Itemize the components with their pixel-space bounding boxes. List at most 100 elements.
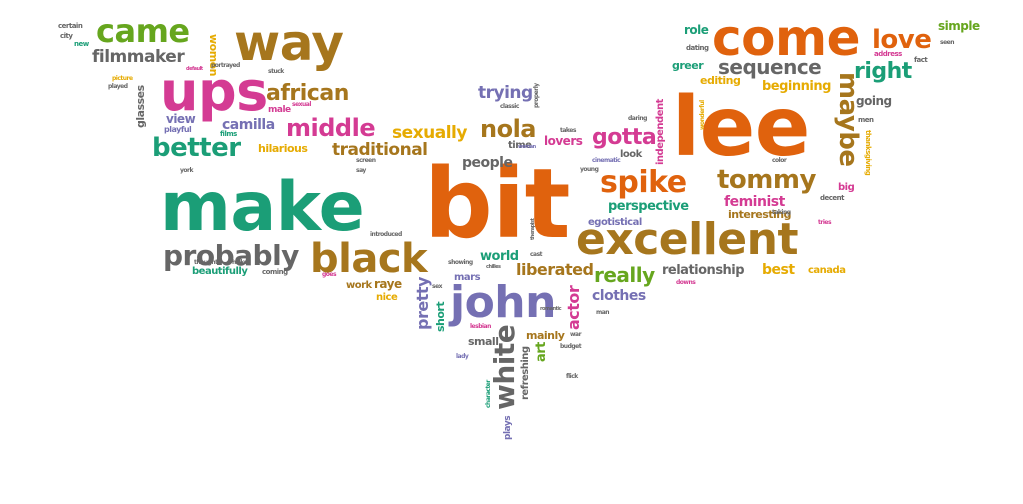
word-egotistical: egotistical — [588, 217, 642, 228]
word-going: going — [856, 94, 892, 108]
word-traditional: traditional — [332, 140, 428, 160]
word-refreshing: refreshing — [520, 346, 531, 400]
word-beginning: beginning — [762, 79, 831, 94]
word-way: way — [234, 14, 344, 72]
word-hilarious: hilarious — [258, 142, 308, 155]
word-introduced: introduced — [370, 231, 402, 238]
word-editing: editing — [700, 74, 740, 87]
word-man: man — [596, 309, 609, 316]
word-goes: goes — [322, 271, 337, 278]
word-flick: flick — [566, 373, 579, 380]
word-stuck: stuck — [268, 68, 285, 75]
word-tommy: tommy — [717, 165, 816, 195]
word-dating: dating — [686, 44, 709, 52]
word-work: work — [346, 280, 373, 291]
word-pretty: pretty — [413, 276, 432, 330]
word-sequence: sequence — [718, 55, 821, 79]
word-woman: woman — [518, 144, 537, 150]
word-came: came — [96, 12, 190, 50]
word-romantic: romantic — [540, 306, 562, 312]
word-portrayed: portrayed — [211, 62, 240, 69]
word-view: view — [166, 112, 196, 126]
word-taking: taking — [772, 209, 791, 216]
word-coming: coming — [262, 268, 288, 276]
word-really: really — [594, 263, 655, 287]
word-male: male — [268, 105, 291, 115]
word-canada: canada — [808, 265, 845, 276]
word-big: big — [838, 182, 855, 193]
word-sexual: sexual — [292, 101, 311, 108]
word-short: short — [434, 302, 447, 332]
word-liberated: liberated — [516, 260, 593, 279]
word-sex: sex — [432, 283, 443, 290]
word-thought: thought — [194, 259, 218, 266]
word-playful: playful — [164, 125, 192, 134]
word-screen: screen — [356, 157, 376, 164]
word-clothes: clothes — [592, 288, 646, 304]
word-tries: tries — [818, 219, 832, 226]
word-hicks: hicks — [232, 259, 248, 266]
word-default: default — [186, 66, 204, 72]
word-men: men — [858, 116, 874, 124]
word-white: white — [488, 325, 521, 410]
word-fact: fact — [914, 56, 928, 64]
word-chilles: chilles — [486, 264, 501, 270]
word-war: war — [570, 331, 582, 338]
word-come: come — [712, 9, 860, 67]
word-showing: showing — [448, 259, 473, 266]
word-seen: seen — [940, 39, 954, 46]
word-make: make — [160, 168, 364, 247]
word-gotta: gotta — [592, 125, 656, 150]
word-properly: properly — [533, 83, 540, 108]
word-independent: independent — [655, 98, 666, 165]
word-small: small — [468, 335, 498, 348]
word-young: young — [580, 166, 599, 173]
word-films: films — [220, 130, 237, 138]
word-lee: lee — [672, 80, 810, 175]
word-thanksgiving: thanksgiving — [864, 130, 872, 176]
word-look: look — [620, 149, 643, 160]
word-raye: raye — [374, 277, 402, 291]
word-middle: middle — [286, 114, 375, 142]
word-nice: nice — [376, 292, 398, 303]
word-character: character — [485, 380, 492, 408]
word-actor: actor — [564, 285, 583, 330]
word-best: best — [762, 262, 795, 278]
word-budget: budget — [560, 343, 582, 350]
word-john: john — [448, 277, 556, 328]
word-excellent: excellent — [576, 214, 798, 265]
word-cast: cast — [530, 251, 543, 258]
word-york: york — [180, 167, 194, 174]
word-feminist: feminist — [724, 194, 786, 210]
word-lesbian: lesbian — [470, 323, 491, 330]
word-downs: downs — [676, 279, 696, 286]
word-cinematic: cinematic — [592, 157, 621, 164]
word-role: role — [684, 23, 709, 37]
word-therapist: therapist — [530, 218, 536, 240]
word-greer: greer — [672, 59, 704, 72]
word-better: better — [152, 133, 241, 163]
word-daring: daring — [628, 115, 647, 122]
word-address: address — [874, 50, 902, 58]
word-say: say — [356, 167, 366, 174]
word-lady: lady — [456, 353, 469, 360]
word-wonderful: wonderful — [699, 100, 706, 130]
word-classic: classic — [500, 103, 520, 110]
word-decent: decent — [820, 194, 845, 202]
word-black: black — [310, 236, 429, 282]
word-played: played — [108, 83, 128, 90]
word-women: women — [207, 34, 220, 76]
word-time: time — [508, 140, 532, 151]
word-love: love — [872, 25, 931, 55]
word-african: african — [266, 81, 349, 106]
word-art: art — [534, 342, 549, 362]
word-ups: ups — [160, 60, 268, 123]
word-mars: mars — [454, 272, 481, 283]
word-simple: simple — [938, 19, 980, 33]
word-takes: takes — [560, 127, 577, 134]
word-relationship: relationship — [662, 263, 744, 278]
word-nola: nola — [480, 115, 536, 143]
word-probably: probably — [163, 239, 299, 272]
word-spike: spike — [600, 165, 687, 200]
